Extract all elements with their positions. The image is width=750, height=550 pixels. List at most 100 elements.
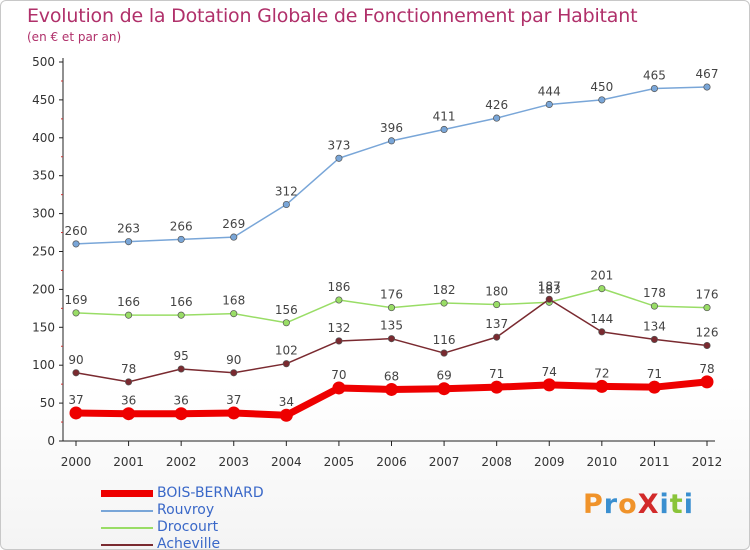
data-label: 176 — [696, 288, 719, 302]
y-tick-label: 0 — [47, 434, 55, 448]
proxiti-logo: ProXiti — [583, 489, 694, 520]
data-label: 34 — [279, 395, 294, 409]
data-point — [282, 200, 290, 209]
x-tick-label: 2004 — [271, 455, 302, 469]
data-label: 68 — [384, 369, 399, 383]
data-label: 134 — [643, 319, 666, 333]
y-tick-label: 100 — [32, 358, 55, 372]
data-label: 263 — [117, 222, 140, 236]
x-tick-label: 2006 — [376, 455, 407, 469]
data-label: 426 — [485, 98, 508, 112]
data-label: 135 — [380, 319, 403, 333]
logo-letter: i — [683, 489, 694, 520]
data-label: 78 — [121, 362, 136, 376]
data-point — [493, 301, 501, 309]
data-label: 90 — [68, 353, 83, 367]
data-point — [598, 328, 606, 336]
x-tick-label: 2007 — [429, 455, 460, 469]
y-tick-label: 50 — [40, 396, 55, 410]
data-point — [282, 319, 290, 327]
data-label: 411 — [433, 109, 456, 123]
data-point — [174, 407, 188, 421]
data-point — [542, 378, 556, 392]
x-tick-label: 2005 — [324, 455, 355, 469]
data-point — [490, 380, 504, 394]
data-point — [440, 349, 448, 357]
data-point — [125, 238, 133, 246]
data-label: 71 — [647, 367, 662, 381]
x-tick-label: 2002 — [166, 455, 197, 469]
y-tick-label: 250 — [32, 245, 55, 259]
data-point — [437, 382, 451, 396]
data-label: 180 — [485, 285, 508, 299]
data-point — [647, 380, 661, 394]
x-tick-label: 2000 — [61, 455, 92, 469]
data-point — [72, 309, 80, 317]
data-label: 187 — [538, 279, 561, 293]
data-label: 312 — [275, 185, 298, 199]
data-label: 168 — [222, 294, 245, 308]
data-point — [279, 408, 293, 422]
data-point — [650, 335, 658, 343]
y-tick-label: 300 — [32, 207, 55, 221]
logo-letter: X — [637, 489, 660, 520]
data-label: 183 — [538, 282, 561, 296]
y-tick-label: 150 — [32, 320, 55, 334]
data-label: 126 — [696, 325, 719, 339]
data-label: 373 — [327, 138, 350, 152]
data-point — [72, 369, 80, 377]
data-point — [125, 378, 133, 386]
line-chart: 0 50 100 150 200 250 300 350 400 450 500 2000 2001 20… — [32, 55, 722, 469]
data-point — [595, 379, 609, 393]
data-label: 176 — [380, 288, 403, 302]
data-point — [227, 406, 241, 420]
data-point — [282, 360, 290, 368]
data-label: 102 — [275, 344, 298, 358]
legend-label: Rouvroy — [157, 502, 215, 518]
data-label: 269 — [222, 217, 245, 231]
legend-swatch — [101, 510, 153, 512]
data-label: 156 — [275, 303, 298, 317]
data-label: 36 — [121, 394, 136, 408]
data-label: 70 — [331, 368, 346, 382]
data-point — [703, 341, 711, 350]
data-point — [177, 235, 185, 243]
data-label: 69 — [436, 369, 451, 383]
data-point — [230, 233, 238, 241]
y-tick-label: 450 — [32, 93, 55, 107]
data-label: 260 — [65, 224, 88, 238]
data-label: 266 — [170, 219, 193, 233]
data-point — [335, 296, 343, 304]
x-tick-label: 2011 — [639, 455, 670, 469]
legend-label: Drocourt — [157, 519, 219, 535]
data-label: 444 — [538, 84, 561, 98]
data-label: 90 — [226, 353, 241, 367]
legend-label: BOIS-BERNARD — [157, 485, 264, 501]
data-point — [335, 337, 343, 345]
data-point — [493, 333, 501, 341]
y-tick-label: 500 — [32, 55, 55, 69]
data-point — [440, 299, 448, 307]
data-point — [598, 285, 606, 293]
data-point — [703, 304, 711, 312]
data-point — [177, 311, 185, 319]
data-label: 37 — [68, 393, 83, 407]
x-tick-label: 2009 — [534, 455, 565, 469]
data-point — [122, 407, 136, 421]
data-point — [332, 381, 346, 395]
y-tick-label: 400 — [32, 131, 55, 145]
data-point — [545, 100, 553, 108]
x-tick-label: 2010 — [587, 455, 618, 469]
data-label: 178 — [643, 286, 666, 300]
data-point — [177, 365, 185, 373]
data-label: 450 — [590, 80, 613, 94]
data-label: 74 — [542, 365, 557, 379]
logo-letter: t — [669, 489, 684, 520]
data-label: 166 — [117, 295, 140, 309]
data-point — [650, 84, 658, 93]
legend-swatch — [101, 490, 153, 497]
data-label: 37 — [226, 393, 241, 407]
data-point — [230, 369, 238, 377]
data-point — [69, 406, 83, 420]
